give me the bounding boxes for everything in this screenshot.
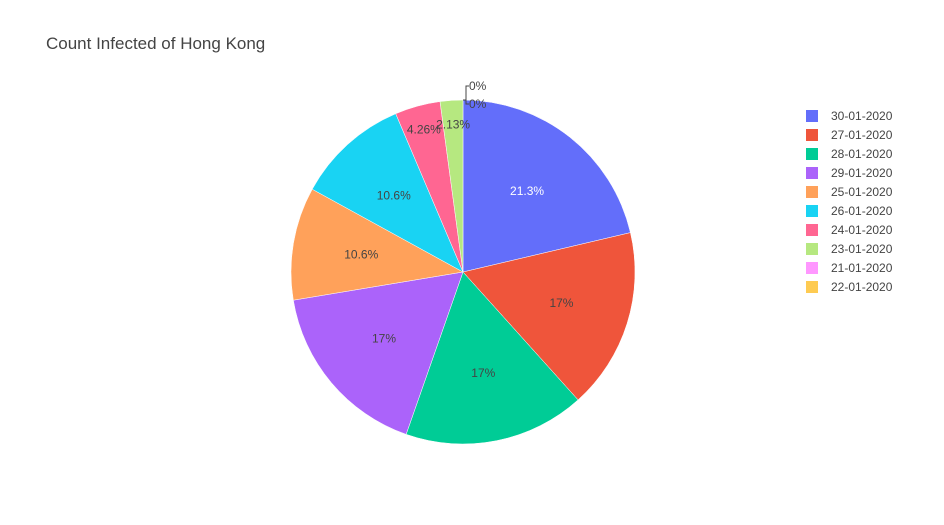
slice-label-21-01-2020: 0% — [469, 79, 487, 93]
pie-slice-26-01-2020[interactable] — [311, 113, 464, 273]
slice-label-30-01-2020: 21.3% — [510, 184, 544, 198]
legend-swatch — [806, 261, 818, 274]
legend-item-25-01-2020[interactable]: 25-01-2020 — [806, 182, 892, 201]
slice-label-28-01-2020: 17% — [471, 366, 495, 380]
legend-item-29-01-2020[interactable]: 29-01-2020 — [806, 163, 892, 182]
slice-label-26-01-2020: 10.6% — [377, 188, 411, 202]
slice-label-27-01-2020: 17% — [549, 296, 573, 310]
legend-label: 25-01-2020 — [831, 184, 893, 199]
legend-label: 23-01-2020 — [831, 241, 893, 256]
chart-title: Count Infected of Hong Kong — [46, 34, 266, 53]
legend-swatch — [806, 147, 818, 160]
pie-slice-23-01-2020[interactable] — [439, 99, 464, 273]
pie-slice-27-01-2020[interactable] — [462, 232, 636, 401]
legend-label: 24-01-2020 — [831, 222, 893, 237]
slice-label-23-01-2020: 2.13% — [436, 117, 470, 131]
legend-item-23-01-2020[interactable]: 23-01-2020 — [806, 239, 892, 258]
pie-slice-25-01-2020[interactable] — [290, 188, 464, 301]
legend-item-27-01-2020[interactable]: 27-01-2020 — [806, 125, 892, 144]
pie-slice-29-01-2020[interactable] — [293, 271, 464, 435]
legend-item-30-01-2020[interactable]: 30-01-2020 — [806, 106, 892, 125]
leader-line-22-01-2020 — [463, 99, 469, 105]
legend-label: 27-01-2020 — [831, 127, 893, 142]
slice-label-25-01-2020: 10.6% — [344, 248, 378, 262]
legend-swatch — [806, 280, 818, 293]
legend-swatch — [806, 204, 818, 217]
legend-label: 22-01-2020 — [831, 279, 893, 294]
legend-label: 29-01-2020 — [831, 165, 893, 180]
legend-swatch — [806, 128, 818, 141]
legend-label: 26-01-2020 — [831, 203, 893, 218]
legend-swatch — [806, 242, 818, 255]
legend-item-22-01-2020[interactable]: 22-01-2020 — [806, 277, 892, 296]
legend: 30-01-2020 27-01-2020 28-01-2020 29-01-2020… — [806, 106, 892, 296]
legend-item-21-01-2020[interactable]: 21-01-2020 — [806, 258, 892, 277]
slice-label-29-01-2020: 17% — [372, 331, 396, 345]
pie-labels: 21.3% 17% 17% 17% 10.6% 10.6% 4.26%2.13% 0% 0% — [344, 79, 574, 380]
slice-label-22-01-2020: 0% — [469, 97, 487, 111]
legend-swatch — [806, 166, 818, 179]
legend-label: 28-01-2020 — [831, 146, 893, 161]
legend-label: 21-01-2020 — [831, 260, 893, 275]
legend-item-26-01-2020[interactable]: 26-01-2020 — [806, 201, 892, 220]
legend-label: 30-01-2020 — [831, 108, 893, 123]
legend-swatch — [806, 185, 818, 198]
legend-swatch — [806, 109, 818, 122]
legend-item-28-01-2020[interactable]: 28-01-2020 — [806, 144, 892, 163]
legend-item-24-01-2020[interactable]: 24-01-2020 — [806, 220, 892, 239]
pie-slices — [290, 99, 636, 445]
pie-slice-28-01-2020[interactable] — [405, 271, 579, 445]
pie-slice-30-01-2020[interactable] — [462, 99, 631, 273]
legend-swatch — [806, 223, 818, 236]
slice-label-24-01-2020: 4.26% — [407, 122, 441, 136]
